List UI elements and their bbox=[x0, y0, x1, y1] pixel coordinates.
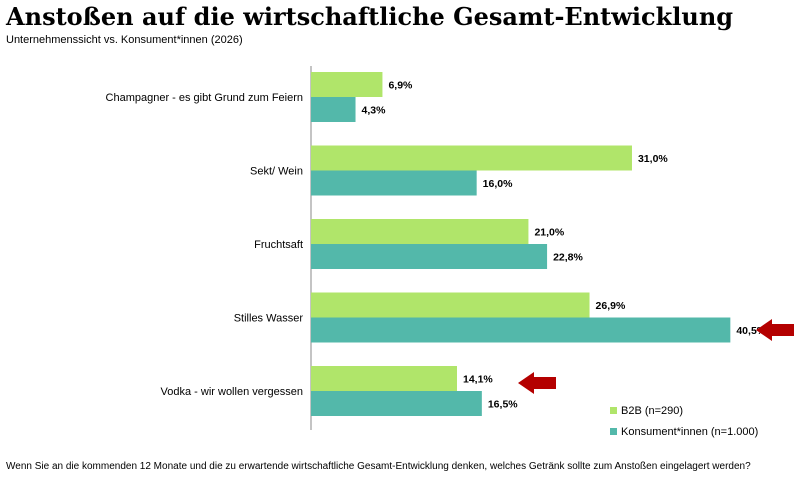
highlight-arrow-icon bbox=[518, 372, 556, 394]
data-label: 21,0% bbox=[534, 227, 564, 239]
highlight-arrow-icon bbox=[756, 319, 794, 341]
category-label: Sekt/ Wein bbox=[250, 166, 303, 178]
bar-konsument bbox=[311, 317, 731, 343]
question-footnote: Wenn Sie an die kommenden 12 Monate und … bbox=[6, 461, 751, 472]
data-label: 22,8% bbox=[553, 252, 583, 264]
data-label: 16,0% bbox=[483, 178, 513, 190]
legend-label-b2b: B2B (n=290) bbox=[621, 404, 684, 417]
data-label: 4,3% bbox=[362, 105, 387, 117]
category-label: Fruchtsaft bbox=[254, 239, 303, 251]
bar-konsument bbox=[311, 170, 477, 196]
data-label: 16,5% bbox=[488, 399, 518, 411]
chart-subtitle: Unternehmenssicht vs. Konsument*innen (2… bbox=[6, 34, 243, 46]
legend-swatch-b2b bbox=[610, 407, 617, 414]
legend-swatch-konsument bbox=[610, 428, 617, 435]
bar-b2b bbox=[311, 292, 590, 318]
bar-konsument bbox=[311, 97, 356, 122]
bar-b2b bbox=[311, 72, 383, 97]
category-label: Champagner - es gibt Grund zum Feiern bbox=[106, 92, 303, 104]
legend-label-konsument: Konsument*innen (n=1.000) bbox=[621, 425, 759, 438]
bar-b2b bbox=[311, 219, 529, 244]
data-label: 6,9% bbox=[388, 80, 413, 92]
bar-konsument bbox=[311, 244, 548, 269]
legend: B2B (n=290) Konsument*innen (n=1.000) bbox=[610, 400, 758, 442]
data-label: 31,0% bbox=[638, 153, 668, 165]
data-label: 14,1% bbox=[463, 374, 493, 386]
data-label: 26,9% bbox=[596, 300, 626, 312]
category-label: Stilles Wasser bbox=[234, 313, 304, 325]
category-label: Vodka - wir wollen vergessen bbox=[161, 386, 303, 398]
bar-konsument bbox=[311, 391, 482, 416]
chart-title: Anstoßen auf die wirtschaftliche Gesamt-… bbox=[6, 2, 734, 31]
bar-b2b bbox=[311, 145, 632, 171]
legend-item-b2b: B2B (n=290) bbox=[610, 400, 758, 421]
legend-item-konsument: Konsument*innen (n=1.000) bbox=[610, 421, 758, 442]
bar-b2b bbox=[311, 366, 457, 391]
